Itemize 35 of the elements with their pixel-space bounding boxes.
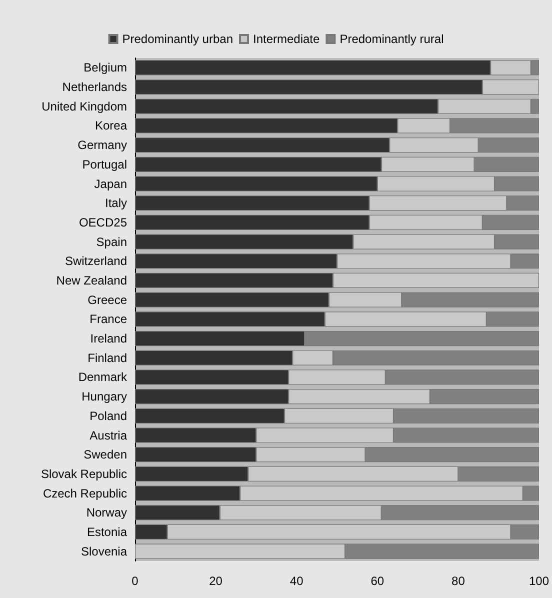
y-tick-label: Greece <box>88 292 128 307</box>
x-tick-label: 100 <box>528 574 550 588</box>
y-tick-label: Germany <box>78 138 127 152</box>
y-tick-label: Ireland <box>90 332 127 346</box>
y-tick-label: Switzerland <box>64 254 127 268</box>
y-tick-label: Italy <box>104 196 127 210</box>
x-tick-label: 40 <box>290 574 304 588</box>
y-tick-label: Portugal <box>82 157 127 172</box>
y-tick-label: OECD25 <box>78 215 128 230</box>
x-tick-label: 80 <box>452 574 466 588</box>
y-tick-label: Norway <box>86 506 127 520</box>
y-tick-label: United Kingdom <box>42 99 127 114</box>
x-tick-label: 20 <box>209 574 223 588</box>
y-tick-label: Estonia <box>86 524 128 539</box>
y-tick-label: Poland <box>90 408 127 423</box>
y-tick-label: Korea <box>94 118 128 133</box>
y-tick-label: Finland <box>88 350 127 365</box>
y-tick-label: Japan <box>94 176 127 191</box>
legend-label: Predominantly rural <box>340 32 444 46</box>
y-tick-label: Slovenia <box>80 544 128 558</box>
y-tick-label: Sweden <box>84 448 127 462</box>
y-tick-label: Belgium <box>84 60 127 75</box>
y-tick-label: Hungary <box>82 390 127 404</box>
y-tick-label: Netherlands <box>62 80 127 94</box>
legend-label: Intermediate <box>252 32 320 46</box>
y-tick-label: Spain <box>96 234 127 249</box>
x-tick-label: 0 <box>132 574 139 588</box>
y-tick-label: Czech Republic <box>42 486 127 500</box>
y-tick-label: France <box>90 312 128 326</box>
legend-label: Predominantly urban <box>122 32 233 46</box>
x-tick-label: 60 <box>370 574 384 588</box>
y-tick-label: Denmark <box>78 370 128 384</box>
y-tick-label: New Zealand <box>56 273 127 288</box>
y-tick-label: Slovak Republic <box>40 466 127 481</box>
y-tick-label: Austria <box>90 428 128 442</box>
